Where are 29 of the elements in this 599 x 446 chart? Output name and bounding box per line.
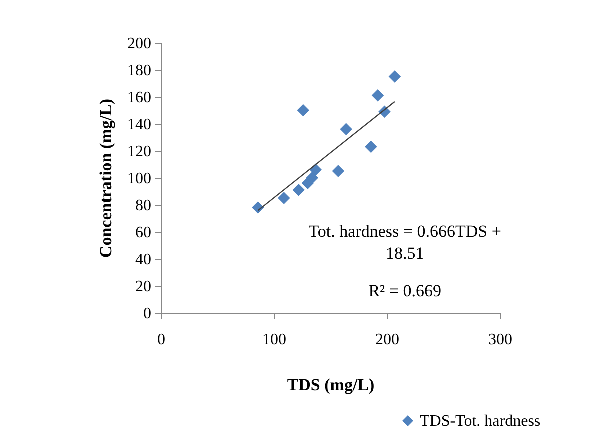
y-tick-label: 60 (136, 224, 152, 242)
point (365, 140, 378, 154)
y-tick-label: 120 (128, 144, 152, 160)
point (388, 70, 402, 83)
x-tick-label: 100 (262, 332, 286, 348)
x-axis-title: TDS (mg/L) (287, 376, 375, 394)
point (297, 104, 310, 117)
point (292, 184, 305, 196)
y-tick-label: 160 (128, 90, 152, 106)
point (340, 123, 352, 136)
y-tick-label: 0 (144, 306, 152, 322)
point (332, 165, 345, 178)
y-tick-label: 20 (136, 278, 152, 296)
y-axis-title: Concentration (mg/L) (96, 98, 116, 258)
x-tick-label: 200 (376, 332, 400, 348)
point (278, 192, 290, 204)
point (306, 172, 319, 184)
y-tick-label: 140 (128, 116, 152, 134)
y-tick-label: 200 (128, 36, 152, 52)
y-tick-label: 40 (136, 252, 152, 268)
y-tick-label: 100 (128, 170, 152, 188)
x-tick-label: 0 (158, 332, 166, 348)
y-tick-label: 180 (128, 62, 152, 80)
annotation: R² = 0.669 (368, 281, 442, 300)
y-tick-label: 80 (136, 198, 152, 214)
x-tick-label: 300 (488, 332, 512, 348)
legend-label: TDS-Tot. hardness (420, 413, 541, 430)
point (372, 90, 384, 102)
annotation: Tot. hardness = 0.666TDS + 18.51 (308, 222, 502, 263)
